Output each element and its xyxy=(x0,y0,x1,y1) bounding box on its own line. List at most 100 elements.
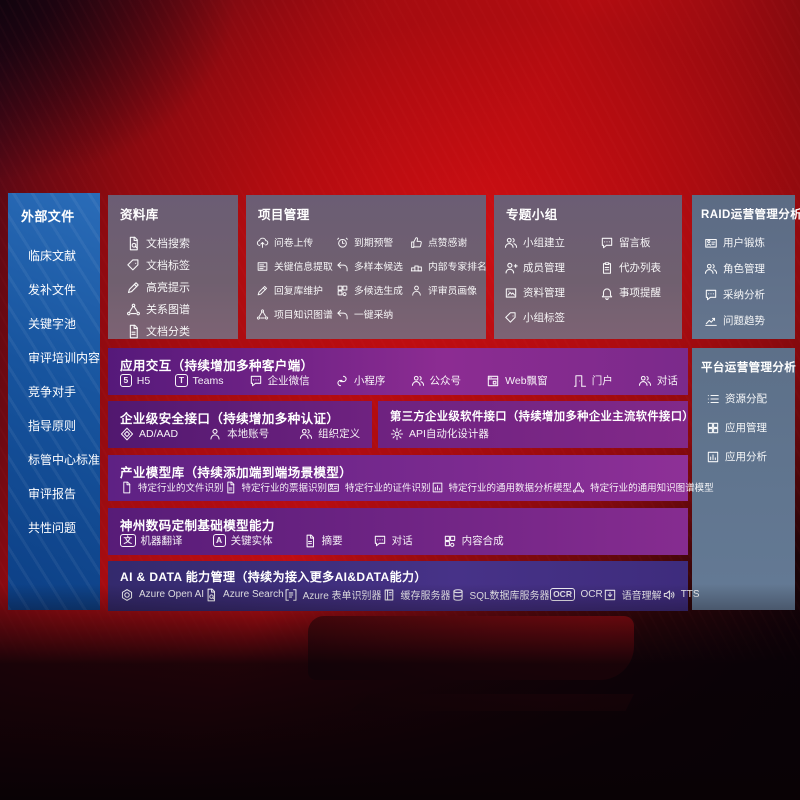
feature-item-label: Azure Search xyxy=(223,589,284,600)
feature-item[interactable]: 缓存服务器 xyxy=(382,587,451,602)
feature-item-label: 文档搜索 xyxy=(146,238,190,250)
diamond-icon xyxy=(120,427,134,440)
person-icon xyxy=(412,285,421,296)
feature-item[interactable]: TTS xyxy=(662,588,700,602)
feature-item[interactable]: Azure Search xyxy=(204,588,284,602)
feature-item[interactable]: 高亮提示 xyxy=(126,279,238,295)
feature-item[interactable]: 小组建立 xyxy=(504,235,600,250)
feature-item-label: 评审员画像 xyxy=(428,286,477,297)
download-box-icon xyxy=(604,589,615,600)
feature-item[interactable]: 一键采纳 xyxy=(336,307,410,321)
db-icon xyxy=(452,588,463,601)
sidebar-item[interactable]: 审评培训内容 xyxy=(28,347,100,367)
feature-item[interactable]: 关系图谱 xyxy=(126,301,238,317)
feature-item[interactable]: 组织定义 xyxy=(299,426,360,441)
feature-item[interactable]: Azure Open AI xyxy=(120,588,204,602)
feature-item[interactable]: 内容合成 xyxy=(443,533,504,548)
card-lines-icon xyxy=(257,261,268,271)
graph-icon xyxy=(572,481,585,493)
feature-item[interactable]: 到期预警 xyxy=(336,235,410,249)
raid-analysis-title: RAID运营管理分析 xyxy=(701,209,800,221)
feature-item[interactable]: 本地账号 xyxy=(208,426,269,441)
feature-item[interactable]: 对话 xyxy=(638,373,678,388)
feature-item[interactable]: 5 H5 xyxy=(120,373,150,388)
feature-item[interactable]: 代办列表 xyxy=(600,260,688,275)
feature-item[interactable]: 语音理解 xyxy=(603,587,662,602)
feature-item[interactable]: 特定行业的文件识别 xyxy=(120,480,224,494)
sidebar-item[interactable]: 临床文献 xyxy=(28,245,100,265)
feature-item[interactable]: 成员管理 xyxy=(504,260,600,275)
feature-item-label: 回复库维护 xyxy=(274,286,323,297)
platform-analysis-list: 资源分配应用管理应用分析 xyxy=(692,391,795,464)
feature-item-label: Azure Open AI xyxy=(139,589,205,600)
feature-item[interactable]: 点赞感谢 xyxy=(410,235,480,249)
feature-item-label: 小组建立 xyxy=(523,237,565,249)
feature-item[interactable]: 问卷上传 xyxy=(256,235,336,249)
feature-item-label: 组织定义 xyxy=(318,428,361,440)
feature-item[interactable]: 应用分析 xyxy=(706,449,795,464)
laptop-base-shape xyxy=(350,694,634,711)
feature-item[interactable]: 多样本候选 xyxy=(336,259,410,273)
speaker-icon xyxy=(663,589,675,600)
feature-item[interactable]: 文档标签 xyxy=(126,257,238,273)
feature-item[interactable]: 文档分类 xyxy=(126,323,238,339)
sidebar-item[interactable]: 竞争对手 xyxy=(28,381,100,401)
doc-icon xyxy=(123,481,131,493)
feature-item[interactable]: 小程序 xyxy=(335,373,385,388)
feature-item[interactable]: Azure 表单识别器 xyxy=(284,587,382,602)
feature-item[interactable]: 事项提醒 xyxy=(600,285,688,300)
feature-item[interactable]: 特定行业的通用数据分析模型 xyxy=(431,480,572,494)
feature-item[interactable]: 应用管理 xyxy=(706,420,795,435)
feature-item[interactable]: 特定行业的票据识别 xyxy=(224,480,327,494)
feature-item[interactable]: 采纳分析 xyxy=(704,287,795,302)
feature-item[interactable]: 项目知识图谱 xyxy=(256,307,336,321)
chat-icon xyxy=(250,375,261,386)
feature-item[interactable]: 门户 xyxy=(573,373,613,388)
feature-item[interactable]: 关键信息提取 xyxy=(256,259,336,273)
sidebar-item[interactable]: 标管中心标准 xyxy=(28,449,100,469)
tag-icon xyxy=(505,311,516,323)
feature-item[interactable]: 公众号 xyxy=(411,373,461,388)
feature-item[interactable]: 用户锻炼 xyxy=(704,235,795,250)
feature-item[interactable]: 资料管理 xyxy=(504,285,600,300)
feature-item[interactable]: 企业微信 xyxy=(249,373,310,388)
feature-item[interactable]: AD/AAD xyxy=(120,427,178,441)
feature-item[interactable]: 多候选生成 xyxy=(336,283,410,297)
feature-item[interactable]: 角色管理 xyxy=(704,261,795,276)
feature-item[interactable]: 内部专家排名 xyxy=(410,259,487,273)
foundation-models-list: 文机器翻译 A 关键实体 摘要 对话 内容合成 xyxy=(120,533,504,548)
feature-item[interactable]: 小组标签 xyxy=(504,310,600,325)
feature-item-label: 对话 xyxy=(656,375,678,387)
sidebar-item[interactable]: 指导原则 xyxy=(28,415,100,435)
sidebar-item[interactable]: 发补文件 xyxy=(28,279,100,299)
feature-item-label: 缓存服务器 xyxy=(400,591,451,602)
feature-item[interactable]: 文机器翻译 xyxy=(120,533,183,548)
sidebar-item[interactable]: 共性问题 xyxy=(28,517,100,537)
feature-item[interactable]: API自动化设计器 xyxy=(390,426,489,441)
feature-item[interactable]: A 关键实体 xyxy=(212,533,273,548)
feature-item[interactable]: 对话 xyxy=(373,533,413,548)
feature-item[interactable]: T Teams xyxy=(175,373,223,388)
sidebar-item[interactable]: 关键字池 xyxy=(28,313,100,333)
foundation-models-title: 神州数码定制基础模型能力 xyxy=(120,519,275,533)
feature-item[interactable]: OCR OCR xyxy=(549,587,603,602)
feature-item[interactable]: 摘要 xyxy=(303,533,343,548)
feature-item[interactable]: SQL数据库服务器 xyxy=(451,587,550,602)
feature-item-label: TTS xyxy=(680,589,700,600)
feature-item[interactable]: 特定行业的通用知识图谱模型 xyxy=(572,480,714,494)
feature-item[interactable]: 回复库维护 xyxy=(256,283,336,297)
chat-icon xyxy=(601,237,613,248)
feature-item[interactable]: 资源分配 xyxy=(706,391,795,406)
browser-icon xyxy=(487,375,499,386)
feature-item[interactable]: 评审员画像 xyxy=(410,283,480,297)
feature-item[interactable]: Web飘窗 xyxy=(486,373,548,388)
feature-item[interactable]: 问题趋势 xyxy=(704,313,795,328)
trend-icon xyxy=(705,317,717,326)
people-icon xyxy=(411,375,424,386)
feature-item[interactable]: 文档搜索 xyxy=(126,235,238,251)
feature-item[interactable]: 留言板 xyxy=(600,235,688,250)
feature-item[interactable]: 特定行业的证件识别 xyxy=(327,480,431,494)
reply-icon xyxy=(337,309,348,319)
sidebar-item[interactable]: 审评报告 xyxy=(28,483,100,503)
feature-item-label: 关键字池 xyxy=(28,316,77,331)
